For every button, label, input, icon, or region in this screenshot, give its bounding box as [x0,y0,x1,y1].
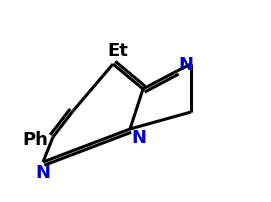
Text: Et: Et [108,42,128,60]
Text: N: N [179,56,193,74]
Text: N: N [36,163,50,181]
Text: Ph: Ph [22,130,48,148]
Text: N: N [131,128,147,146]
